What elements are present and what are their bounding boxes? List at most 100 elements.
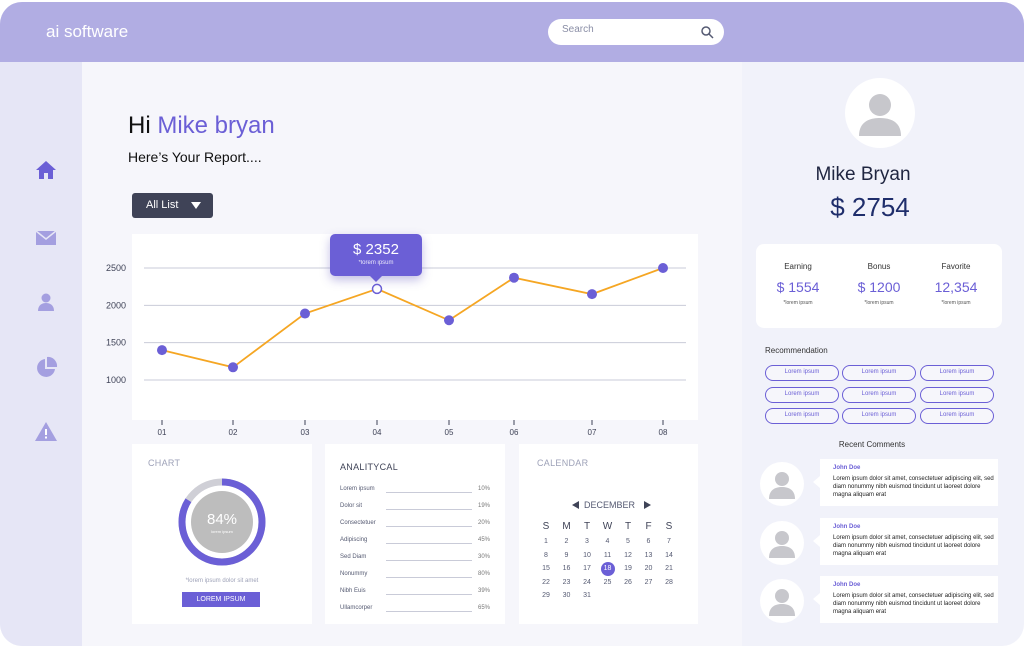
comment-text: Lorem ipsum dolor sit amet, consectetuer…: [833, 476, 994, 498]
greeting-prefix: Hi: [128, 112, 151, 139]
analytical-row: Nonummy 80%: [340, 571, 492, 581]
app-title: ai software: [46, 22, 129, 41]
list-filter-dropdown[interactable]: All List: [132, 193, 213, 218]
calendar-day[interactable]: 31: [583, 592, 591, 599]
calendar-day[interactable]: 20: [644, 565, 653, 572]
calendar-day[interactable]: 16: [562, 565, 571, 572]
chart-caption: *lorem ipsum dolor sit amet: [185, 578, 259, 584]
calendar-day[interactable]: 5: [626, 538, 630, 545]
stat-label: Bonus: [867, 262, 891, 271]
calendar-day[interactable]: 4: [605, 538, 610, 545]
search-icon[interactable]: [700, 25, 714, 39]
search-bar[interactable]: Search: [548, 19, 724, 45]
donut-center: 84% lorem ipsum: [191, 491, 253, 553]
calendar-day[interactable]: 11: [603, 551, 612, 559]
home-icon[interactable]: [34, 158, 58, 182]
user-avatar-icon: [769, 531, 795, 558]
calendar-day[interactable]: 23: [562, 578, 571, 586]
analytical-divider: [386, 509, 472, 510]
stat-value: $ 1200: [857, 279, 901, 295]
recommendation-tag[interactable]: Lorem ipsum: [920, 387, 994, 403]
calendar-day[interactable]: 27: [644, 578, 653, 586]
calendar-day[interactable]: 22: [542, 578, 550, 586]
calendar-day[interactable]: 13: [644, 551, 653, 559]
tooltip-subtext: *lorem ipsum: [358, 260, 394, 266]
commenter-avatar: [760, 462, 804, 506]
calendar-day[interactable]: 1: [544, 538, 548, 545]
report-subtitle: Here’s Your Report....: [128, 149, 262, 165]
analytical-label: Nibh Euis: [340, 588, 366, 594]
next-month-icon[interactable]: [644, 501, 651, 509]
profile-name: Mike Bryan: [815, 164, 911, 185]
lorem-ipsum-button[interactable]: LOREM IPSUM: [182, 592, 260, 607]
analytical-divider: [386, 492, 472, 493]
warning-icon[interactable]: [34, 420, 58, 444]
weekday-label: W: [602, 521, 613, 532]
mail-icon[interactable]: [34, 226, 58, 250]
calendar-day-selected[interactable]: 18: [600, 562, 615, 576]
analytical-divider: [386, 526, 472, 527]
search-input[interactable]: Search: [562, 24, 594, 35]
analytical-row: Dolor sit 19%: [340, 503, 492, 513]
recommendation-tag[interactable]: Lorem ipsum: [920, 408, 994, 424]
comment-author[interactable]: John Doe: [833, 582, 861, 588]
greeting: Hi Mike bryan: [128, 112, 275, 140]
recommendation-tag[interactable]: Lorem ipsum: [842, 408, 916, 424]
comment-text: Lorem ipsum dolor sit amet, consectetuer…: [833, 593, 994, 615]
stat-earning: Earning $ 1554 *lorem ipsum: [757, 262, 839, 306]
user-icon[interactable]: [34, 290, 58, 314]
calendar-card: [519, 444, 698, 624]
user-avatar-icon: [769, 589, 795, 616]
calendar-day[interactable]: 2: [564, 538, 569, 545]
commenter-avatar: [760, 579, 804, 623]
calendar-day[interactable]: 10: [583, 551, 591, 559]
recommendation-tag[interactable]: Lorem ipsum: [765, 408, 839, 424]
stat-value: $ 1554: [776, 279, 820, 295]
calendar-day[interactable]: 14: [665, 551, 673, 559]
comment-bubble: John Doe Lorem ipsum dolor sit amet, cons…: [813, 459, 998, 506]
stat-subtext: *lorem ipsum: [864, 300, 894, 306]
recent-comments-title: Recent Comments: [838, 440, 906, 449]
weekday-label: F: [645, 521, 652, 532]
calendar-day[interactable]: 15: [542, 565, 550, 572]
calendar-day[interactable]: 8: [544, 551, 548, 559]
comment-author[interactable]: John Doe: [833, 465, 861, 471]
donut-progress-arc: [178, 478, 266, 566]
recommendation-tag[interactable]: Lorem ipsum: [842, 365, 916, 381]
analytical-label: Lorem ipsum: [340, 486, 375, 492]
calendar-day[interactable]: 17: [583, 565, 591, 572]
tooltip-value: $ 2352: [353, 241, 399, 258]
pie-chart-icon[interactable]: [34, 356, 58, 380]
weekday-label: M: [562, 521, 571, 532]
calendar-day[interactable]: 30: [562, 592, 571, 599]
calendar-day[interactable]: 29: [542, 592, 550, 599]
analytical-label: Sed Diam: [340, 554, 367, 560]
comment-author[interactable]: John Doe: [833, 524, 861, 530]
dropdown-label: All List: [146, 199, 179, 211]
calendar-day[interactable]: 9: [564, 551, 569, 559]
calendar-day[interactable]: 28: [665, 578, 673, 586]
recommendation-tag[interactable]: Lorem ipsum: [920, 365, 994, 381]
comment-text: Lorem ipsum dolor sit amet, consectetuer…: [833, 535, 994, 557]
calendar-day[interactable]: 24: [583, 578, 591, 586]
commenter-avatar: [760, 521, 804, 565]
calendar-day[interactable]: 21: [665, 565, 673, 572]
stat-subtext: *lorem ipsum: [941, 300, 971, 306]
calendar-day[interactable]: 7: [667, 538, 671, 545]
recommendation-tag[interactable]: Lorem ipsum: [765, 387, 839, 403]
recommendation-tag[interactable]: Lorem ipsum: [842, 387, 916, 403]
prev-month-icon[interactable]: [572, 501, 579, 509]
recommendation-tag[interactable]: Lorem ipsum: [765, 365, 839, 381]
analytical-value: 19%: [478, 503, 491, 509]
calendar-day[interactable]: 19: [624, 565, 632, 572]
calendar-day[interactable]: 26: [624, 578, 632, 586]
stat-favorite: Favorite 12,354 *lorem ipsum: [915, 262, 997, 306]
stat-subtext: *lorem ipsum: [783, 300, 813, 306]
donut-percent: 84%: [206, 511, 238, 528]
caret-down-icon: [191, 202, 201, 209]
donut-chart: 84% lorem ipsum: [177, 477, 267, 567]
calendar-day[interactable]: 25: [603, 578, 612, 586]
calendar-day[interactable]: 3: [585, 538, 589, 545]
calendar-day[interactable]: 12: [624, 551, 632, 559]
calendar-day[interactable]: 6: [646, 538, 651, 545]
